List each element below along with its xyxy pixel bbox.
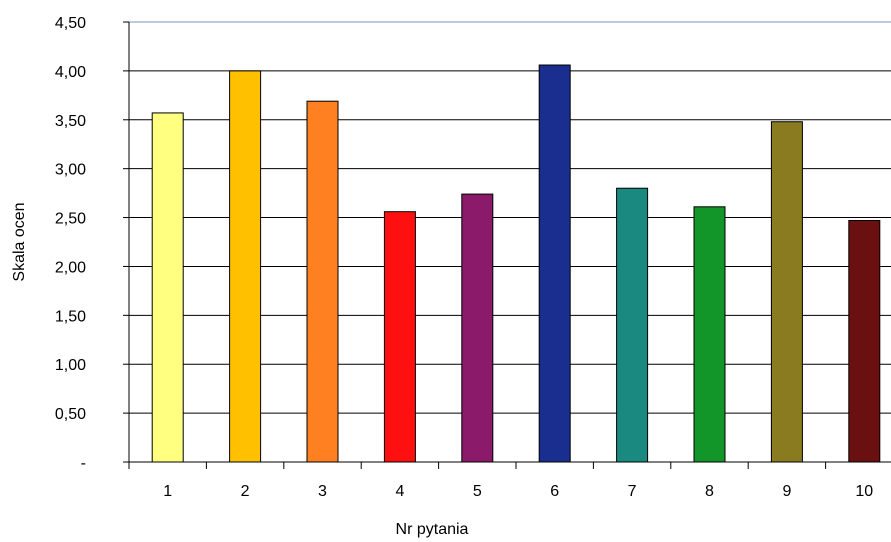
bar-2 [229, 70, 262, 463]
x-tick-label: 2 [241, 483, 250, 500]
x-tick-label: 8 [705, 483, 714, 500]
y-axis-title: Skala ocen [11, 202, 28, 281]
bar-1 [151, 112, 184, 463]
x-tick-label: 7 [628, 483, 637, 500]
y-tick-label: 4,50 [55, 15, 86, 32]
x-tick-labels: 1 2 3 4 5 6 7 8 9 10 [163, 483, 873, 500]
y-tick-label: 2,50 [55, 211, 86, 228]
y-tick-label: 2,00 [55, 259, 86, 276]
y-tick-label: 1,50 [55, 308, 86, 325]
x-tick-label: 1 [163, 483, 172, 500]
bar-3 [306, 100, 339, 463]
bar-10 [848, 219, 881, 463]
y-tick-label: 0,50 [55, 406, 86, 423]
y-tick-labels: - 0,50 1,00 1,50 2,00 2,50 3,00 3,50 4,00 4,50 [55, 15, 86, 472]
y-tick-label: - [81, 455, 86, 472]
bars [151, 64, 881, 463]
x-axis-title: Nr pytania [396, 521, 469, 538]
bar-9 [770, 121, 803, 463]
bar-7 [616, 187, 649, 463]
x-tick-label: 6 [550, 483, 559, 500]
x-tick-label: 3 [318, 483, 327, 500]
axes [128, 22, 891, 469]
bar-4 [383, 211, 416, 463]
y-tick-label: 3,50 [55, 113, 86, 130]
bar-5 [461, 193, 494, 463]
x-tick-label: 4 [395, 483, 404, 500]
x-tick-label: 10 [855, 483, 873, 500]
x-tick-label: 5 [473, 483, 482, 500]
y-tick-label: 4,00 [55, 64, 86, 81]
bar-6 [538, 64, 571, 463]
x-tick-label: 9 [782, 483, 791, 500]
y-tick-label: 3,00 [55, 162, 86, 179]
y-tick-label: 1,00 [55, 357, 86, 374]
bar-8 [693, 206, 726, 463]
